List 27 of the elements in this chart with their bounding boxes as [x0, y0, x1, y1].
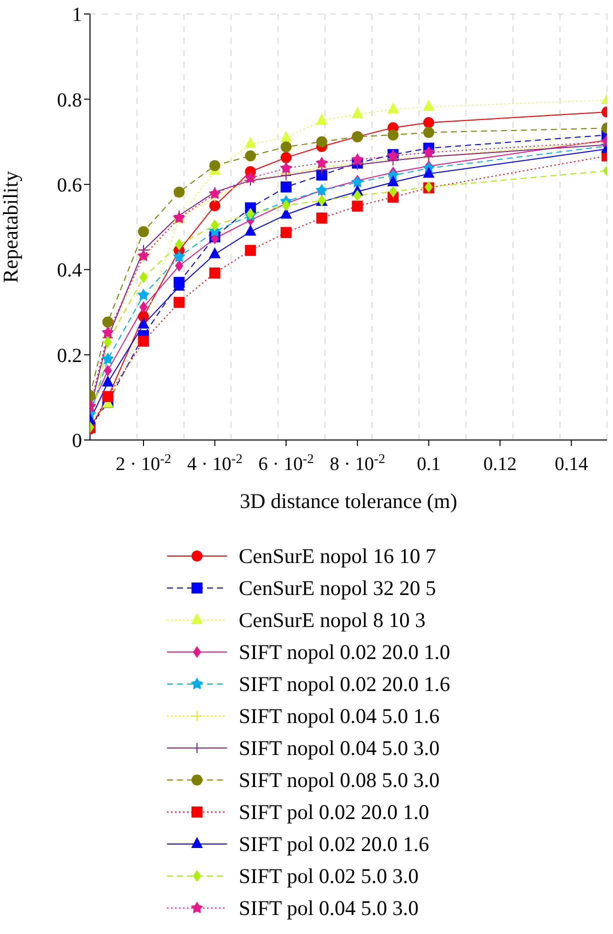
x-axis-title: 3D distance tolerance (m): [240, 489, 458, 513]
legend-label: SIFT nopol 0.08 5.0 3.0: [238, 768, 440, 792]
y-axis-title: Repeatability: [0, 170, 22, 283]
y-tick-label: 0: [72, 430, 82, 452]
x-tick-label: 2 · 10$^{-2}$: [116, 450, 172, 475]
legend-label: SIFT pol 0.02 20.0 1.0: [238, 800, 430, 824]
legend-label: SIFT pol 0.04 5.0 3.0: [238, 896, 419, 920]
x-tick-label: 0.14: [554, 454, 588, 475]
legend-label: SIFT nopol 0.04 5.0 1.6: [238, 704, 440, 728]
x-tick-label: 6 · 10$^{-2}$: [258, 450, 314, 475]
x-tick-label: 4 · 10$^{-2}$: [187, 450, 242, 475]
legend-label: CenSurE nopol 8 10 3: [238, 608, 426, 632]
y-tick-label: 1: [72, 4, 82, 26]
legend-label: SIFT nopol 0.02 20.0 1.0: [238, 640, 450, 664]
x-tick-label: 0.12: [483, 454, 517, 475]
legend-label: SIFT pol 0.02 20.0 1.6: [238, 832, 430, 856]
y-tick-label: 0.4: [57, 260, 82, 282]
x-tick-label: 0.1: [416, 454, 441, 475]
y-tick-label: 0.6: [57, 174, 82, 196]
legend-label: CenSurE nopol 32 20 5: [238, 576, 436, 600]
x-tick-label: 8 · 10$^{-2}$: [330, 450, 386, 475]
legend-label: SIFT nopol 0.04 5.0 3.0: [238, 736, 440, 760]
y-tick-label: 0.2: [57, 344, 82, 367]
legend-label: CenSurE nopol 16 10 7: [238, 544, 436, 568]
y-tick-label: 0.8: [57, 89, 82, 112]
legend-label: SIFT pol 0.02 5.0 3.0: [238, 864, 419, 888]
legend-label: SIFT nopol 0.02 20.0 1.6: [238, 672, 450, 696]
